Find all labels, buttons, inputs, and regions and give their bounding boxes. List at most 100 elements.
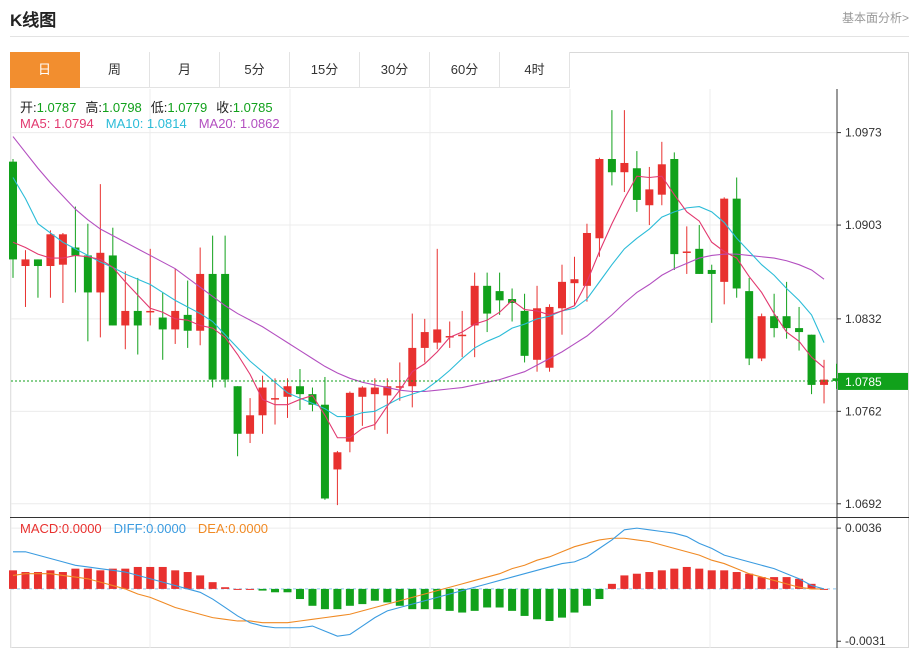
macd-bar bbox=[545, 588, 554, 621]
macd-bar bbox=[520, 588, 529, 616]
candle-body bbox=[71, 247, 80, 256]
price-tick-label: 1.0832 bbox=[845, 312, 882, 326]
macd-bar bbox=[445, 588, 454, 611]
candle-body bbox=[807, 334, 816, 385]
candle-body bbox=[770, 316, 779, 329]
macd-bar bbox=[433, 588, 442, 610]
ohlc-value: 1.0787 bbox=[36, 100, 77, 115]
candle-body bbox=[158, 317, 167, 330]
tab-0[interactable]: 日 bbox=[10, 52, 80, 88]
candle-body bbox=[483, 285, 492, 314]
candle-body bbox=[121, 310, 130, 326]
period-tabs: 日周月 5分 15分 30分 60分 4时 bbox=[10, 52, 570, 88]
macd-bar bbox=[370, 588, 379, 601]
candle-body bbox=[495, 291, 504, 301]
candle-body bbox=[58, 234, 67, 265]
current-price-label: 1.0785 bbox=[845, 375, 882, 389]
macd-bar bbox=[458, 588, 467, 613]
ma-label: MA5: bbox=[20, 116, 54, 131]
price-tick-label: 1.0973 bbox=[845, 126, 882, 140]
macd-bar bbox=[358, 588, 367, 605]
macd-label: MACD: bbox=[20, 521, 62, 536]
candle-body bbox=[595, 159, 604, 239]
macd-bar bbox=[632, 573, 641, 589]
candle-body bbox=[657, 164, 666, 195]
macd-bar bbox=[807, 583, 816, 589]
candle-body bbox=[670, 159, 679, 255]
tab-6[interactable]: 60分 bbox=[430, 52, 500, 88]
tab-7[interactable]: 4时 bbox=[500, 52, 570, 88]
candle-body bbox=[271, 398, 280, 400]
candle-body bbox=[333, 452, 342, 470]
macd-bar bbox=[121, 568, 130, 589]
candle-body bbox=[707, 269, 716, 274]
candle-body bbox=[607, 159, 616, 173]
candle-body bbox=[21, 259, 30, 267]
macd-bar bbox=[171, 570, 180, 589]
macd-bar bbox=[645, 572, 654, 589]
tab-2[interactable]: 月 bbox=[150, 52, 220, 88]
ma-value: 1.0794 bbox=[53, 116, 94, 131]
macd-bar bbox=[333, 588, 342, 610]
candle-body bbox=[9, 161, 17, 260]
candle-body bbox=[545, 306, 554, 368]
macd-label: DEA: bbox=[197, 521, 229, 536]
macd-bar bbox=[533, 588, 542, 620]
ohlc-value: 1.0785 bbox=[232, 100, 273, 115]
candle-body bbox=[295, 386, 304, 395]
tab-1[interactable]: 周 bbox=[80, 52, 150, 88]
ohlc-value: 1.0798 bbox=[102, 100, 142, 115]
candle-body bbox=[695, 248, 704, 274]
candle-body bbox=[820, 379, 829, 385]
macd-bar bbox=[483, 588, 492, 608]
macd-bar bbox=[408, 588, 417, 610]
macd-bar bbox=[46, 570, 55, 589]
price-tick-label: 1.0692 bbox=[845, 497, 882, 511]
ohlc-label: 收: bbox=[216, 100, 233, 115]
macd-bar bbox=[508, 588, 517, 611]
macd-bar bbox=[395, 588, 404, 606]
macd-bar bbox=[308, 588, 317, 606]
candle-body bbox=[470, 285, 479, 326]
macd-label: DIFF: bbox=[113, 521, 147, 536]
ma-value: 1.0814 bbox=[146, 116, 187, 131]
macd-bar bbox=[383, 588, 392, 603]
macd-bar bbox=[208, 582, 217, 589]
macd-bar bbox=[558, 588, 567, 618]
macd-bar bbox=[295, 588, 304, 600]
ohlc-legend: 开:1.0787 高:1.0798 低:1.0779 收:1.0785 bbox=[20, 97, 282, 116]
candle-body bbox=[395, 386, 404, 388]
macd-value: 0.0000 bbox=[61, 521, 102, 536]
ma-label: MA10: bbox=[105, 116, 147, 131]
macd-bar bbox=[720, 570, 729, 589]
ma5-line bbox=[12, 175, 825, 439]
candle-body bbox=[246, 415, 255, 434]
candle-body bbox=[308, 394, 317, 405]
candle-body bbox=[370, 387, 379, 395]
macd-bar bbox=[582, 588, 591, 606]
macd-bar bbox=[58, 572, 67, 589]
ohlc-value: 1.0779 bbox=[167, 100, 208, 115]
candle-body bbox=[133, 310, 142, 326]
macd-bar bbox=[495, 588, 504, 608]
fundamental-analysis-link[interactable]: 基本面分析> bbox=[841, 11, 909, 25]
title-divider bbox=[10, 36, 909, 37]
tab-3[interactable]: 5分 bbox=[220, 52, 290, 88]
macd-bar bbox=[420, 588, 429, 610]
macd-bar bbox=[795, 578, 804, 589]
macd-tick-label: -0.0031 bbox=[845, 634, 886, 648]
candle-body bbox=[96, 252, 105, 293]
candle-body bbox=[196, 273, 205, 331]
candle-body bbox=[358, 387, 367, 397]
candle-body bbox=[520, 310, 529, 356]
tab-4[interactable]: 15分 bbox=[290, 52, 360, 88]
macd-bar bbox=[595, 588, 604, 600]
diff-line bbox=[13, 527, 825, 637]
candle-body bbox=[832, 378, 841, 381]
tab-5[interactable]: 30分 bbox=[360, 52, 430, 88]
candle-body bbox=[408, 347, 417, 387]
macd-bar bbox=[620, 575, 629, 589]
candle-body bbox=[682, 251, 691, 253]
candle-body bbox=[620, 162, 629, 173]
